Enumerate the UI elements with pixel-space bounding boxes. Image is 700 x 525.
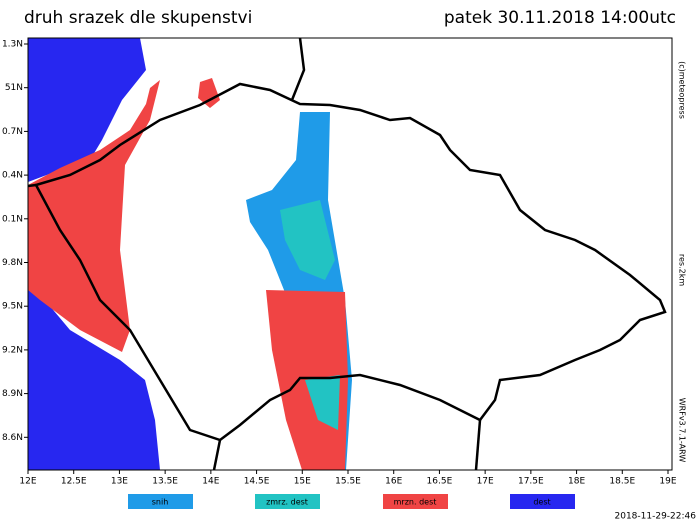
legend-label: zmrz. dest	[266, 498, 308, 507]
legend-swatch	[128, 494, 193, 509]
y-tick-label: 1.3N	[2, 40, 23, 50]
x-tick-label: 15.5E	[335, 477, 361, 487]
legend-label: mrzn. dest	[394, 498, 437, 507]
y-tick-label: 0.4N	[2, 171, 23, 181]
axis-ticks: 12E 12.5E 13E 13.5E 14E 14.5E 15E 15.5E 16E 16.5E…	[2, 40, 677, 487]
precipitation-field	[28, 38, 352, 470]
y-tick-label: 0.1N	[2, 214, 23, 224]
y-tick-label: 0.7N	[2, 127, 23, 137]
x-tick-label: 15E	[294, 477, 311, 487]
legend-swatch	[510, 494, 575, 509]
legend-label: snih	[152, 498, 169, 507]
x-tick-label: 12.5E	[61, 477, 87, 487]
x-tick-label: 18E	[568, 477, 585, 487]
timestamp: 2018-11-29-22:46	[615, 512, 697, 522]
x-tick-label: 19E	[659, 477, 676, 487]
model-note: WRFv3.7.1-ARW	[678, 398, 687, 463]
y-tick-label: 51N	[5, 83, 23, 93]
y-tick-label: 8.6N	[2, 433, 23, 443]
x-tick-label: 18.5E	[609, 477, 635, 487]
title: druh srazek dle skupenstvi	[24, 8, 252, 28]
y-tick-label: 9.2N	[2, 345, 23, 355]
legend-swatch	[255, 494, 320, 509]
y-tick-label: 9.5N	[2, 302, 23, 312]
map-frame	[27, 37, 673, 471]
copyright: (c)meteopress	[678, 61, 687, 119]
x-tick-label: 13.5E	[152, 477, 178, 487]
x-tick-label: 13E	[111, 477, 128, 487]
x-tick-label: 14E	[202, 477, 219, 487]
x-tick-label: 14.5E	[244, 477, 270, 487]
x-tick-label: 17.5E	[518, 477, 544, 487]
legend-swatch	[383, 494, 448, 509]
y-tick-label: 8.9N	[2, 389, 23, 399]
x-tick-label: 16E	[385, 477, 402, 487]
legend: snih zmrz. dest mrzn. dest dest	[128, 494, 575, 509]
x-tick-label: 12E	[19, 477, 36, 487]
legend-label: dest	[533, 498, 550, 507]
x-tick-label: 16.5E	[427, 477, 453, 487]
resolution: res.2km	[678, 254, 687, 286]
x-tick-label: 17E	[477, 477, 494, 487]
datetime: patek 30.11.2018 14:00utc	[444, 8, 676, 28]
y-tick-label: 9.8N	[2, 258, 23, 268]
borders	[27, 37, 667, 471]
